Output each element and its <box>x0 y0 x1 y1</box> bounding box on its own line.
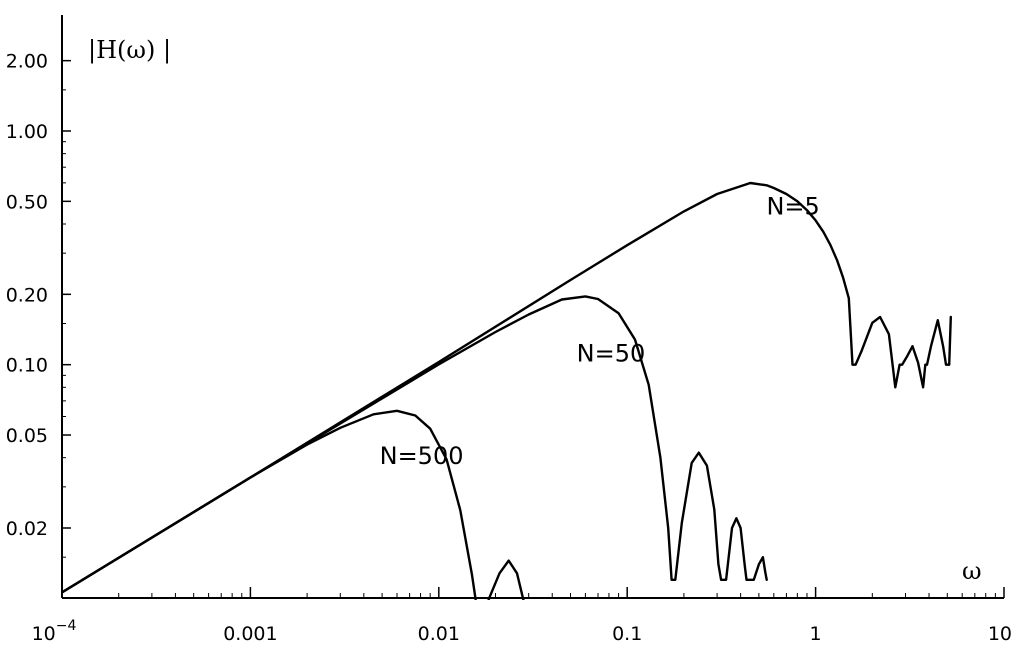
series-layer <box>62 181 952 600</box>
x-tick-label: 10−4 <box>32 618 77 645</box>
x-tick-label: 0.01 <box>418 623 460 645</box>
minor-ticks <box>62 89 996 598</box>
series-labels: N=5 N=50 N=500 <box>380 192 820 470</box>
series-line-n500 <box>62 409 525 600</box>
y-tick-label: 0.20 <box>6 284 48 306</box>
x-axis-title: ω <box>962 557 982 585</box>
x-tick-label: 0.1 <box>612 623 642 645</box>
y-tick-label: 0.50 <box>6 191 48 213</box>
series-line-n50 <box>62 295 768 594</box>
y-tick-label: 2.00 <box>6 51 48 73</box>
y-tick-label: 1.00 <box>6 121 48 143</box>
series-label-n5: N=5 <box>766 192 819 220</box>
x-tick-label-exponent: −4 <box>56 618 77 634</box>
x-tick-label: 0.001 <box>223 623 277 645</box>
y-tick-labels: 0.02 0.05 0.10 0.20 0.50 1.00 2.00 <box>6 51 48 540</box>
x-tick-label: 1 <box>810 623 822 645</box>
y-tick-label: 0.10 <box>6 355 48 377</box>
y-axis-title: |H(ω) | <box>88 36 171 65</box>
series-label-n500: N=500 <box>380 442 464 470</box>
x-tick-labels: 10−4 0.001 0.01 0.1 1 10 <box>32 618 1012 645</box>
series-label-n50: N=50 <box>577 340 646 368</box>
y-tick-label: 0.02 <box>6 518 48 540</box>
y-tick-label: 0.05 <box>6 425 48 447</box>
major-ticks <box>61 59 1005 598</box>
x-tick-label: 10 <box>988 623 1012 645</box>
series-line-n5 <box>62 181 952 594</box>
